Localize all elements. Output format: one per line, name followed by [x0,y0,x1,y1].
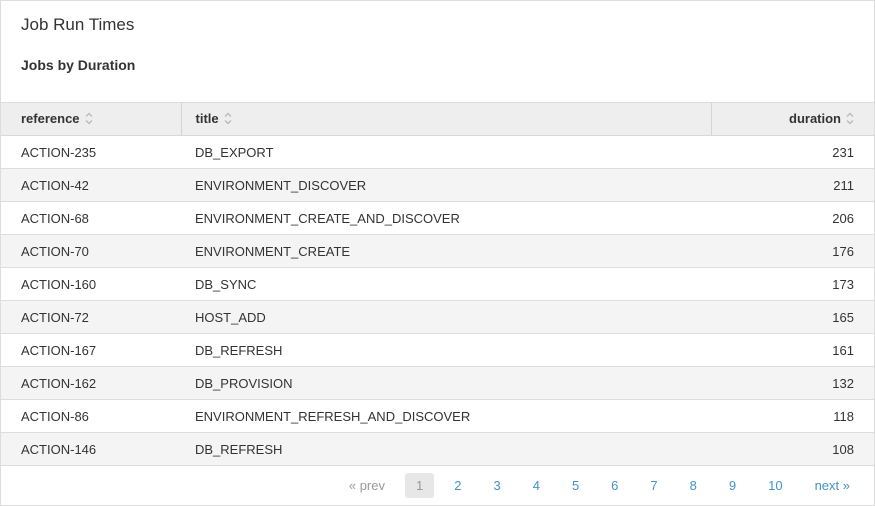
cell-reference: ACTION-72 [1,300,181,334]
cell-title: DB_PROVISION [181,366,711,400]
page-link[interactable]: 8 [689,478,697,493]
page-link[interactable]: 5 [571,478,580,493]
page-link[interactable]: 9 [728,478,737,493]
panel-subtitle: Jobs by Duration [21,57,136,73]
cell-title: ENVIRONMENT_CREATE_AND_DISCOVER [181,201,711,235]
sort-icon [85,112,93,128]
cell-duration: 211 [711,168,874,202]
cell-duration: 231 [832,144,854,160]
next-page-button[interactable]: next » [814,478,850,493]
jobs-table-body: ACTION-235 DB_EXPORT 231 ACTION-42 ENVIR… [1,136,874,466]
cell-reference: ACTION-167 [1,333,181,367]
cell-title: DB_REFRESH [181,432,711,466]
table-row: ACTION-72 HOST_ADD 165 [1,300,874,334]
column-header-title[interactable]: title [180,102,711,136]
table-row: ACTION-68 ENVIRONMENT_CREATE_AND_DISCOVE… [1,201,874,235]
page-link[interactable]: 3 [493,478,501,493]
cell-reference: ACTION-162 [1,366,181,400]
cell-title: DB_EXPORT [195,144,274,160]
cell-title: DB_REFRESH [181,333,711,367]
column-header-label: reference [21,110,80,126]
cell-duration: 176 [711,234,874,268]
cell-title: ENVIRONMENT_CREATE [181,234,711,268]
page-link[interactable]: 6 [611,478,619,493]
cell-title: DB_SYNC [181,267,711,301]
cell-duration: 118 [711,399,874,433]
page-link[interactable]: 10 [768,478,783,493]
table-row: ACTION-146 DB_REFRESH 108 [1,432,874,466]
cell-reference: ACTION-235 [21,144,97,160]
page-link[interactable]: 2 [454,478,462,493]
cell-duration: 206 [711,201,874,235]
panel-header: Job Run Times Jobs by Duration [1,1,874,74]
table-row: ACTION-167 DB_REFRESH 161 [1,333,874,367]
cell-duration: 165 [711,300,874,334]
page-link[interactable]: 4 [532,478,540,493]
cell-title: ENVIRONMENT_REFRESH_AND_DISCOVER [181,399,711,433]
cell-duration: 173 [711,267,874,301]
column-header-label: duration [789,110,841,126]
cell-title: ENVIRONMENT_DISCOVER [181,168,711,202]
cell-reference: ACTION-86 [1,399,181,433]
column-header-label: title [195,110,219,126]
pagination: « prev 1 2 3 4 5 6 7 8 9 10 next » [1,466,874,498]
jobs-table: reference title duration ACTION-235 DB_E… [1,102,874,466]
prev-page-button[interactable]: « prev [348,478,385,493]
cell-reference: ACTION-70 [1,234,181,268]
page-title: Job Run Times [21,15,135,34]
sort-icon [224,112,232,128]
table-header-row: reference title duration [1,102,874,136]
table-row: ACTION-86 ENVIRONMENT_REFRESH_AND_DISCOV… [1,399,874,433]
page-link[interactable]: 7 [650,478,658,493]
cell-duration: 108 [711,432,874,466]
cell-duration: 132 [711,366,874,400]
cell-reference: ACTION-68 [1,201,181,235]
cell-reference: ACTION-160 [1,267,181,301]
cell-duration: 161 [711,333,874,367]
column-header-reference[interactable]: reference [1,102,181,136]
page-links: 1 2 3 4 5 6 7 8 9 10 [405,473,795,498]
table-row: ACTION-160 DB_SYNC 173 [1,267,874,301]
table-row: ACTION-42 ENVIRONMENT_DISCOVER 211 [1,168,874,202]
column-header-duration[interactable]: duration [710,102,874,136]
sort-icon [846,112,854,128]
cell-title: HOST_ADD [181,300,711,334]
page-link-current[interactable]: 1 [405,473,435,498]
cell-reference: ACTION-42 [1,168,181,202]
cell-reference: ACTION-146 [1,432,181,466]
table-row: ACTION-70 ENVIRONMENT_CREATE 176 [1,234,874,268]
table-row: ACTION-235 DB_EXPORT 231 [1,136,874,169]
table-row: ACTION-162 DB_PROVISION 132 [1,366,874,400]
